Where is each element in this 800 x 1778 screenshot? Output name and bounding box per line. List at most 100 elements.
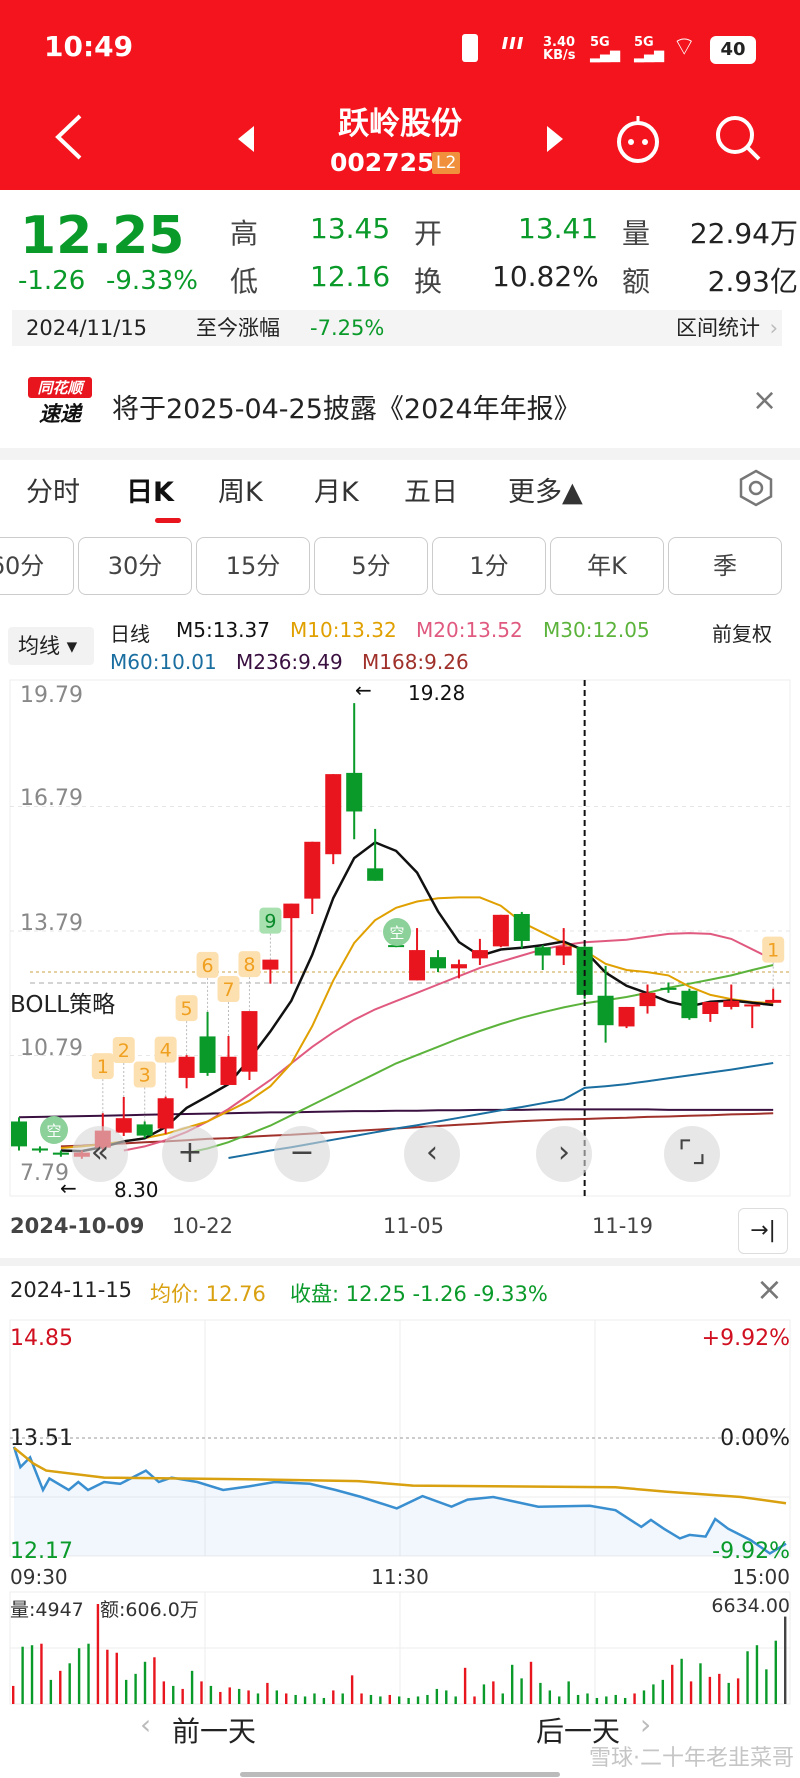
settings-hexagon-icon[interactable]: [736, 468, 776, 508]
tab-4[interactable]: 五日: [404, 477, 458, 508]
volume-bar: [266, 1682, 269, 1704]
prev-day-button[interactable]: 前一天: [172, 1715, 257, 1748]
volume-bar: [435, 1688, 439, 1704]
interval-stats-button[interactable]: 区间统计: [676, 316, 760, 340]
scroll-right-button[interactable]: ›: [536, 1126, 592, 1182]
amount-value: 2.93亿: [707, 265, 798, 298]
volume-bar: [106, 1649, 109, 1704]
notice-banner[interactable]: 同花顺 速递 将于2025-04-25披露《2024年年报》 ×: [0, 365, 800, 445]
volume-bar: [369, 1694, 373, 1704]
scroll-left-button[interactable]: ‹: [404, 1126, 460, 1182]
tab-1[interactable]: 日K: [126, 477, 174, 508]
signal-tag: [175, 995, 198, 1022]
ma-type-dropdown[interactable]: 均线 ▾: [8, 627, 94, 665]
volume-bar: [30, 1645, 34, 1704]
volume-bar: [294, 1694, 297, 1704]
tab-5[interactable]: 更多▲: [508, 477, 583, 508]
divider: [0, 448, 800, 460]
current-price: 12.25: [20, 206, 185, 266]
close-intraday-icon[interactable]: ×: [756, 1270, 783, 1308]
signal-tag-label: 1: [97, 1056, 109, 1078]
volume-bar: [520, 1678, 523, 1704]
volume-bar: [529, 1661, 533, 1704]
search-icon[interactable]: [712, 112, 764, 164]
vibrate-icon: [462, 34, 478, 62]
next-stock-icon[interactable]: [545, 126, 565, 152]
volume-bar: [209, 1685, 213, 1704]
robot-assistant-icon[interactable]: [610, 112, 666, 164]
candle: [367, 828, 384, 881]
legend-m10: M10:13.32: [290, 618, 397, 642]
y-left-label: 14.85: [10, 1326, 73, 1351]
period-chip[interactable]: 60分: [0, 537, 74, 595]
volume-bar: [633, 1693, 636, 1704]
period-chip[interactable]: 30分: [78, 537, 192, 595]
level2-badge: L2: [432, 152, 461, 174]
divider: [0, 1258, 800, 1266]
home-indicator[interactable]: [240, 1772, 560, 1777]
volume-bar: [482, 1684, 486, 1704]
next-day-button[interactable]: 后一天: [536, 1715, 621, 1748]
candle: [597, 965, 614, 1043]
candle: [304, 841, 321, 914]
period-chip[interactable]: 15分: [196, 537, 310, 595]
period-chip[interactable]: 季: [668, 537, 782, 595]
zoom-in-button[interactable]: +: [162, 1126, 218, 1182]
open-label: 开: [414, 217, 443, 250]
volume-bar: [313, 1693, 316, 1704]
volume-value: 22.94万: [689, 217, 798, 250]
tab-3[interactable]: 月K: [314, 477, 359, 508]
zoom-out-button[interactable]: −: [274, 1126, 330, 1182]
signal-tag-label: 8: [243, 954, 255, 976]
y-tick-label: 7.79: [20, 1161, 69, 1186]
intraday-avg-price: 均价: 12.76: [150, 1282, 266, 1306]
volume-bar: [256, 1693, 260, 1704]
prev-day-chevron-icon: ‹: [140, 1708, 152, 1741]
fullscreen-button[interactable]: ⌜⌟: [664, 1126, 720, 1182]
signal-tag-label: 1: [767, 940, 779, 962]
y-right-label: +9.92%: [702, 1326, 790, 1351]
volume-bar: [379, 1696, 382, 1704]
volume-bar: [12, 1685, 15, 1704]
jump-to-latest-button[interactable]: →|: [738, 1208, 788, 1254]
period-chip[interactable]: 5分: [314, 537, 428, 595]
volume-bar: [623, 1697, 627, 1704]
volume-bar: [247, 1690, 250, 1704]
adjust-mode-button[interactable]: 前复权: [712, 622, 772, 646]
time-label: 11:30: [371, 1565, 429, 1589]
volume-bar: [463, 1667, 467, 1704]
volume-bar: [567, 1681, 570, 1704]
candle: [199, 1011, 216, 1076]
prev-stock-icon[interactable]: [236, 126, 256, 152]
signal-tag-label: 2: [118, 1040, 130, 1062]
since-value: -7.25%: [310, 316, 385, 340]
volume-bar: [614, 1694, 617, 1704]
period-chip[interactable]: 年K: [550, 537, 664, 595]
zoom-out-far-button[interactable]: «: [72, 1126, 128, 1182]
volume-bar: [510, 1664, 514, 1704]
short-marker: [40, 1116, 68, 1144]
close-icon[interactable]: ×: [752, 383, 778, 418]
volume-bar: [416, 1696, 420, 1704]
candle: [639, 984, 656, 1014]
stock-code: 002725: [330, 148, 435, 177]
tab-0[interactable]: 分时: [26, 477, 80, 508]
volume-bar: [153, 1657, 156, 1704]
tab-2[interactable]: 周K: [218, 477, 263, 508]
candle: [618, 1006, 635, 1029]
volume-bar: [473, 1696, 476, 1704]
candle: [765, 988, 782, 1003]
period-chip[interactable]: 1分: [432, 537, 546, 595]
signal-tag: [196, 951, 219, 978]
volume-bar: [595, 1697, 599, 1704]
back-icon[interactable]: [52, 112, 88, 162]
candle: [534, 945, 551, 971]
candle: [31, 1146, 48, 1153]
y-tick-label: 10.79: [20, 1036, 83, 1061]
intraday-chart[interactable]: 14.85 13.51 12.17 +9.92% 0.00% -9.92% 09:30 11:…: [0, 0, 800, 1720]
signal-tag-label: 9: [264, 911, 276, 933]
ma-line-m30: [186, 964, 774, 1154]
intraday-date: 2024-11-15: [10, 1278, 133, 1302]
signal-tag-label: 3: [139, 1064, 151, 1086]
signal-tag: [259, 907, 282, 934]
